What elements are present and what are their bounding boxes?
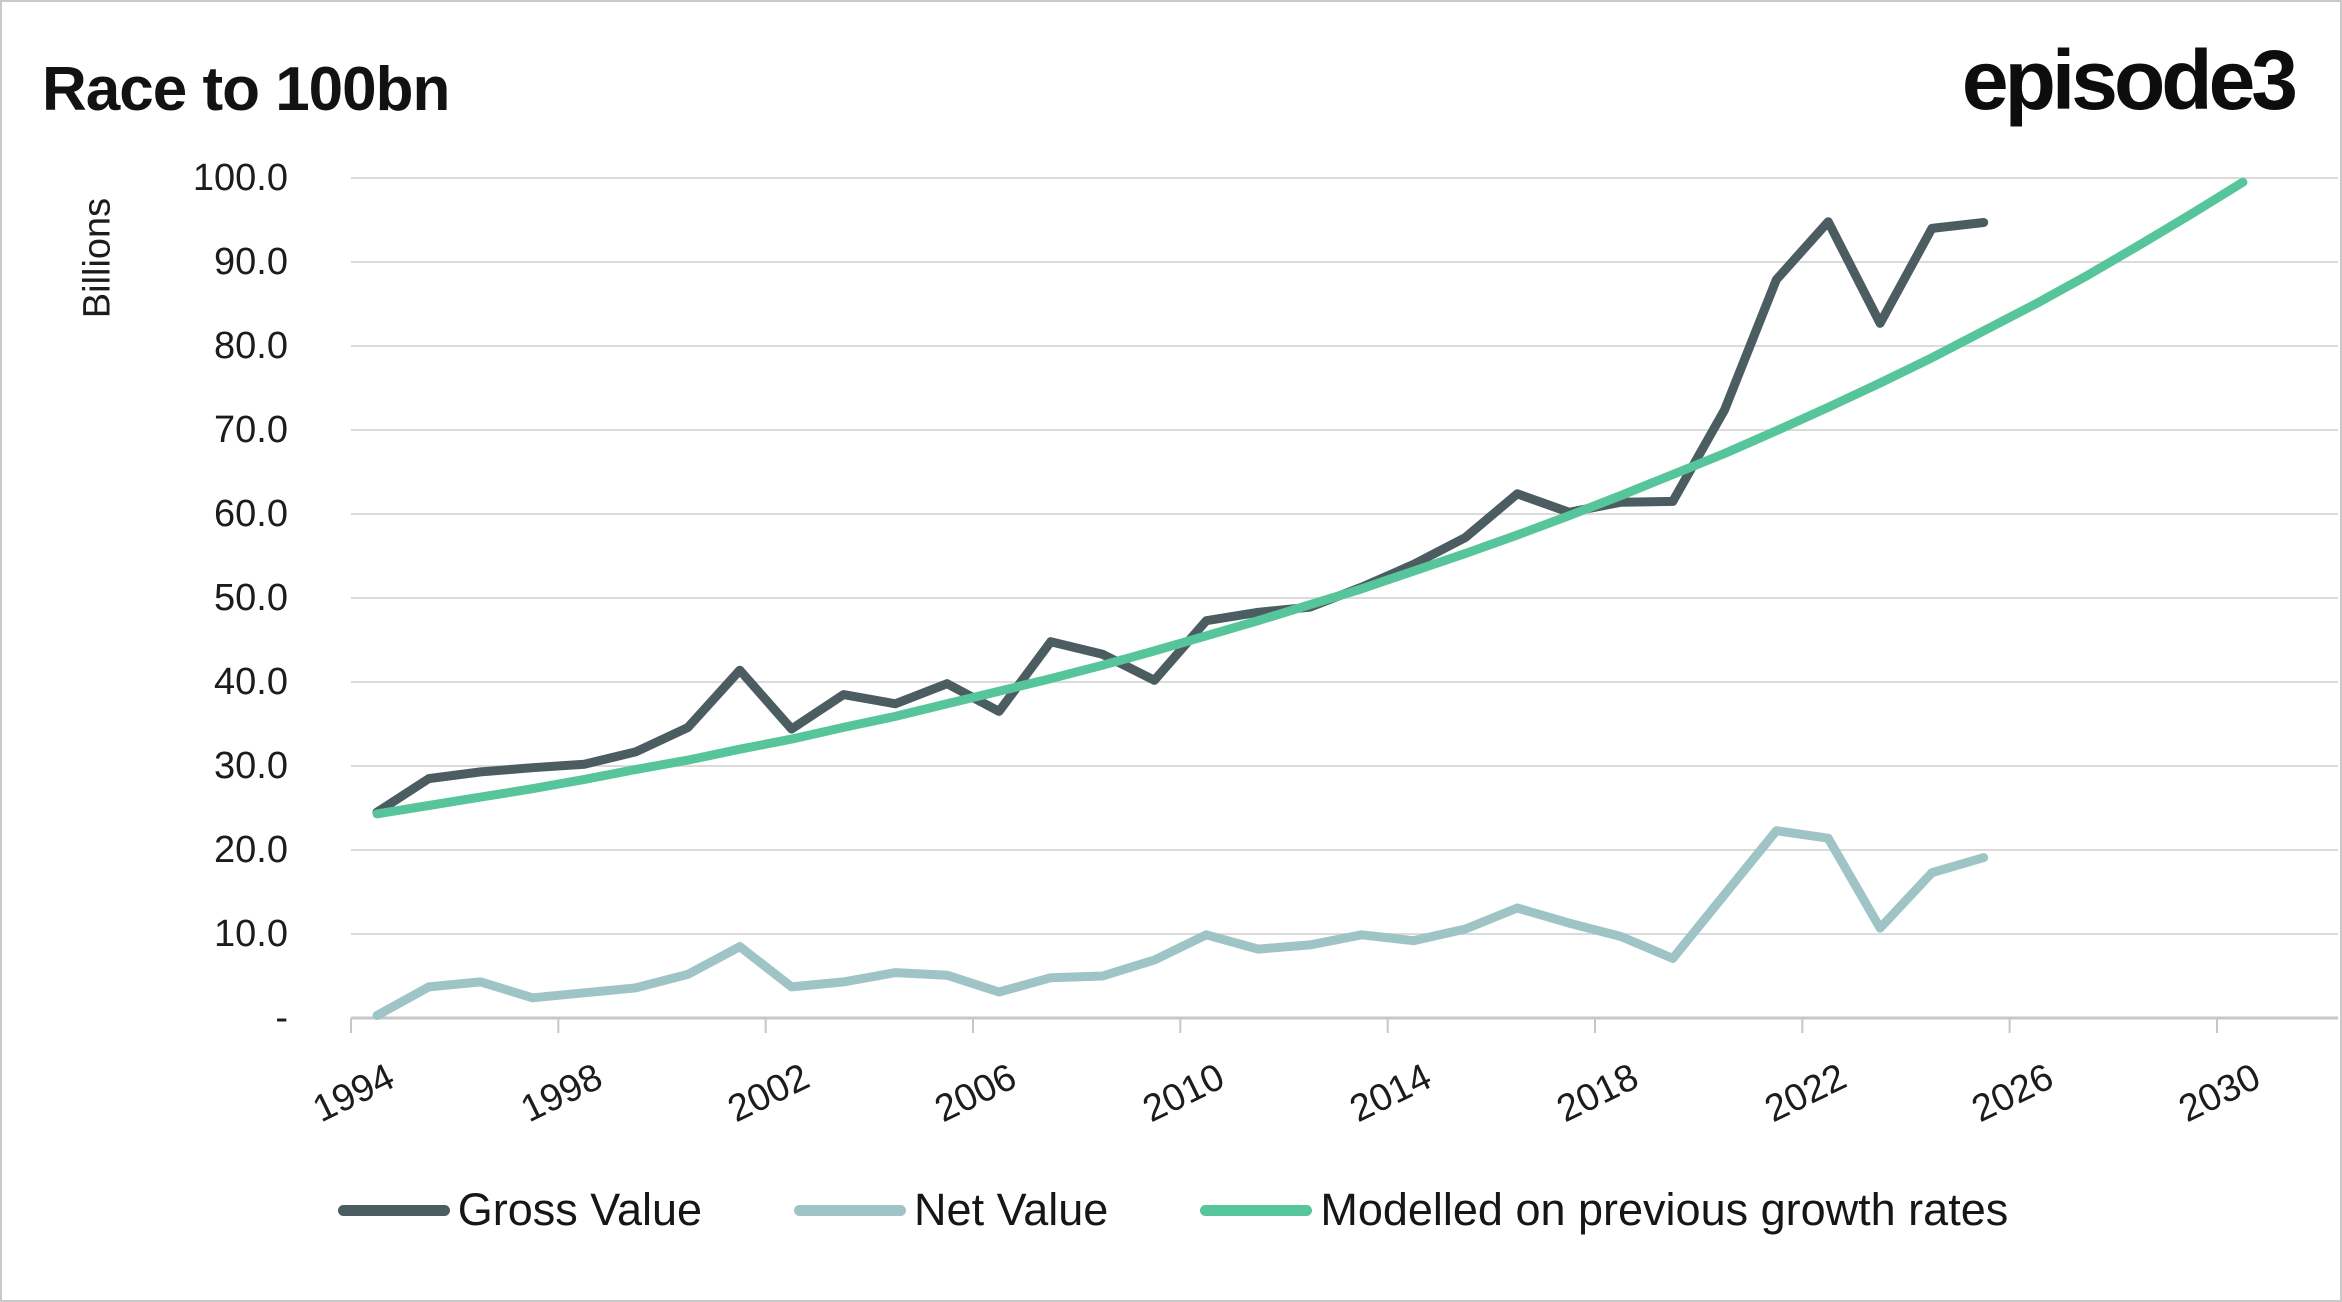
y-tick-label: 80.0 (214, 325, 288, 367)
y-axis-title: Billions (76, 197, 119, 319)
series-line-gross-value (372, 217, 1989, 817)
legend-label: Modelled on previous growth rates (1320, 1184, 2009, 1235)
y-tick-label: 90.0 (214, 241, 288, 283)
legend-label: Net Value (914, 1184, 1109, 1235)
legend-label: Gross Value (457, 1184, 703, 1235)
chart-title: Race to 100bn (42, 55, 450, 124)
legend-swatch-icon (337, 1204, 450, 1216)
series-line-net-value (372, 826, 1989, 1020)
series-line-modelled-on-previous-growth-rates (372, 177, 2248, 819)
y-tick-label: 30.0 (214, 745, 288, 787)
y-tick-label: 40.0 (214, 661, 288, 703)
brand-logo: episode3 (1961, 33, 2298, 127)
y-tick-label: 10.0 (214, 913, 288, 955)
y-tick-label: 20.0 (214, 829, 288, 871)
y-tick-label: 100.0 (192, 157, 288, 199)
y-tick-label: 50.0 (214, 577, 288, 619)
legend-item-modelled-on-previous-growth-rates: Modelled on previous growth rates (1200, 1184, 2008, 1236)
legend: Gross Value Net Value Modelled on previous… (2, 1184, 2340, 1236)
legend-swatch-icon (794, 1204, 907, 1216)
legend-swatch-icon (1200, 1204, 1313, 1216)
y-tick-label: 60.0 (214, 493, 288, 535)
y-tick-label: - (275, 997, 288, 1039)
y-tick-label: 70.0 (214, 409, 288, 451)
legend-item-net-value: Net Value (794, 1184, 1108, 1236)
legend-item-gross-value: Gross Value (337, 1184, 703, 1236)
